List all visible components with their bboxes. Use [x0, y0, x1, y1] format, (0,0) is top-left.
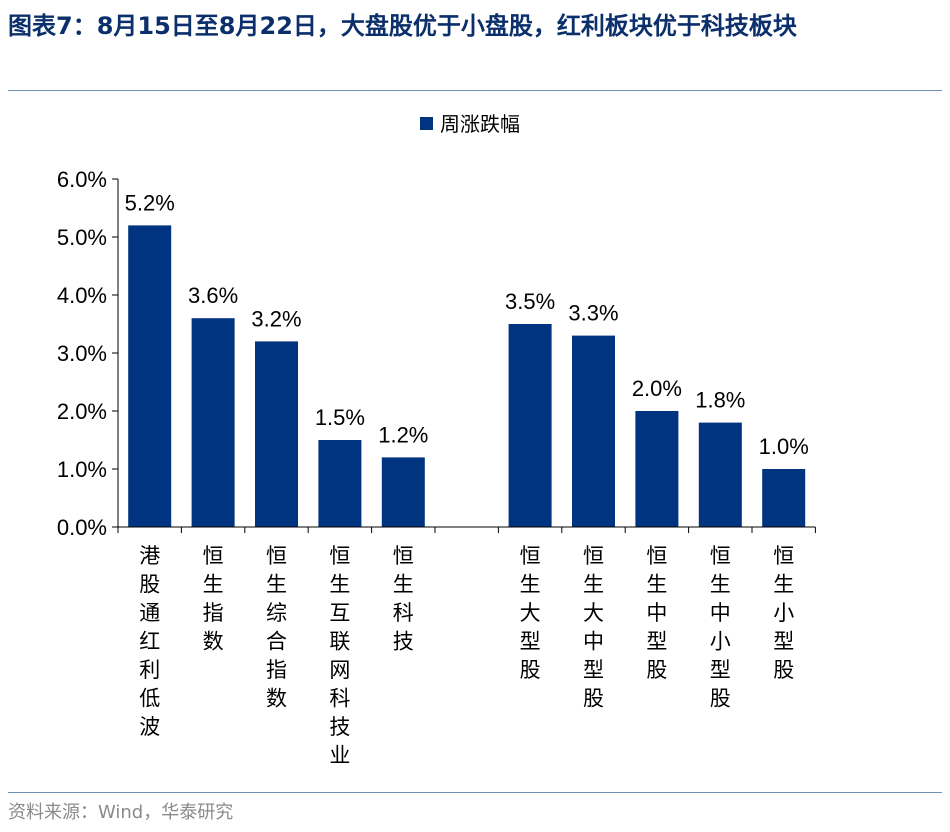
- y-tick-label: 4.0%: [57, 283, 107, 308]
- data-labels: 5.2% 3.6% 3.2% 1.5% 1.2% 3.5% 3.3% 2.0% 1.8% 1.0%: [125, 190, 809, 459]
- bar: [762, 469, 806, 527]
- bar: [255, 341, 298, 527]
- data-label: 3.3%: [568, 301, 618, 326]
- category-label: 恒生大中型股: [583, 544, 604, 711]
- data-label: 3.6%: [188, 283, 238, 308]
- x-axis: [117, 526, 816, 533]
- bar: [381, 457, 425, 527]
- data-label: 5.2%: [125, 190, 175, 215]
- data-label: 3.5%: [505, 289, 555, 314]
- data-label: 1.0%: [759, 434, 809, 459]
- source-note: 资料来源：Wind，华泰研究: [8, 802, 234, 823]
- category-labels: 港股通红利低波 恒生指数 恒生综合指数 恒生互联网科技业 恒生科技 恒生大型股 恒生大中型股…: [139, 544, 794, 768]
- category-label: 恒生中小型股: [710, 544, 731, 711]
- category-label: 港股通红利低波: [139, 544, 160, 739]
- bar: [635, 411, 679, 527]
- category-label: 恒生中型股: [646, 544, 667, 682]
- bar: [128, 225, 172, 527]
- y-tick-label: 2.0%: [57, 399, 107, 424]
- y-tick-label: 5.0%: [57, 225, 107, 250]
- bar: [572, 335, 615, 527]
- legend-label: 周涨跌幅: [440, 113, 520, 136]
- bar: [318, 440, 362, 527]
- y-tick-label: 0.0%: [57, 515, 107, 540]
- bar: [191, 318, 235, 527]
- category-label: 恒生指数: [203, 544, 224, 654]
- y-tick-label: 3.0%: [57, 341, 107, 366]
- bar: [698, 422, 742, 527]
- legend: 周涨跌幅: [420, 113, 520, 136]
- bar: [508, 324, 552, 527]
- data-label: 2.0%: [632, 376, 682, 401]
- data-label: 3.2%: [251, 306, 301, 331]
- legend-swatch: [420, 117, 433, 130]
- footer-divider: [8, 792, 942, 793]
- category-label: 恒生小型股: [773, 544, 794, 682]
- y-axis: 0.0% 1.0% 2.0% 3.0% 4.0% 5.0% 6.0%: [57, 167, 119, 540]
- bars: [128, 225, 806, 527]
- y-tick-label: 1.0%: [57, 457, 107, 482]
- title-divider: [8, 90, 942, 91]
- y-tick-label: 6.0%: [57, 167, 107, 192]
- category-label: 恒生综合指数: [266, 544, 287, 711]
- data-label: 1.5%: [315, 405, 365, 430]
- data-label: 1.8%: [695, 388, 745, 413]
- figure-title: 图表7：8月15日至8月22日，大盘股优于小盘股，红利板块优于科技板块: [8, 12, 797, 40]
- data-label: 1.2%: [378, 422, 428, 447]
- category-label: 恒生科技: [393, 544, 414, 654]
- category-label: 恒生互联网科技业: [329, 544, 350, 768]
- category-label: 恒生大型股: [520, 544, 541, 682]
